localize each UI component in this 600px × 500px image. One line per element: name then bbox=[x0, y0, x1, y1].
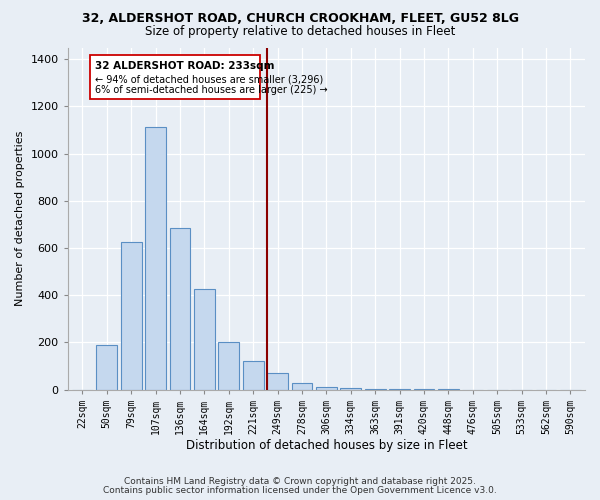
Y-axis label: Number of detached properties: Number of detached properties bbox=[15, 131, 25, 306]
Bar bbox=[170, 228, 190, 390]
Bar bbox=[218, 342, 239, 390]
Bar bbox=[316, 388, 337, 390]
Bar bbox=[97, 345, 117, 390]
Bar bbox=[121, 242, 142, 390]
Text: 32 ALDERSHOT ROAD: 233sqm: 32 ALDERSHOT ROAD: 233sqm bbox=[95, 62, 274, 72]
Bar bbox=[340, 388, 361, 390]
Text: Contains public sector information licensed under the Open Government Licence v3: Contains public sector information licen… bbox=[103, 486, 497, 495]
Bar bbox=[365, 389, 386, 390]
Text: 32, ALDERSHOT ROAD, CHURCH CROOKHAM, FLEET, GU52 8LG: 32, ALDERSHOT ROAD, CHURCH CROOKHAM, FLE… bbox=[82, 12, 518, 26]
Bar bbox=[145, 126, 166, 390]
Bar bbox=[243, 362, 263, 390]
Text: ← 94% of detached houses are smaller (3,296): ← 94% of detached houses are smaller (3,… bbox=[95, 74, 323, 85]
Bar bbox=[267, 373, 288, 390]
FancyBboxPatch shape bbox=[89, 54, 260, 100]
Text: 6% of semi-detached houses are larger (225) →: 6% of semi-detached houses are larger (2… bbox=[95, 85, 327, 95]
X-axis label: Distribution of detached houses by size in Fleet: Distribution of detached houses by size … bbox=[185, 440, 467, 452]
Text: Contains HM Land Registry data © Crown copyright and database right 2025.: Contains HM Land Registry data © Crown c… bbox=[124, 477, 476, 486]
Bar bbox=[194, 290, 215, 390]
Text: Size of property relative to detached houses in Fleet: Size of property relative to detached ho… bbox=[145, 25, 455, 38]
Bar bbox=[292, 382, 313, 390]
